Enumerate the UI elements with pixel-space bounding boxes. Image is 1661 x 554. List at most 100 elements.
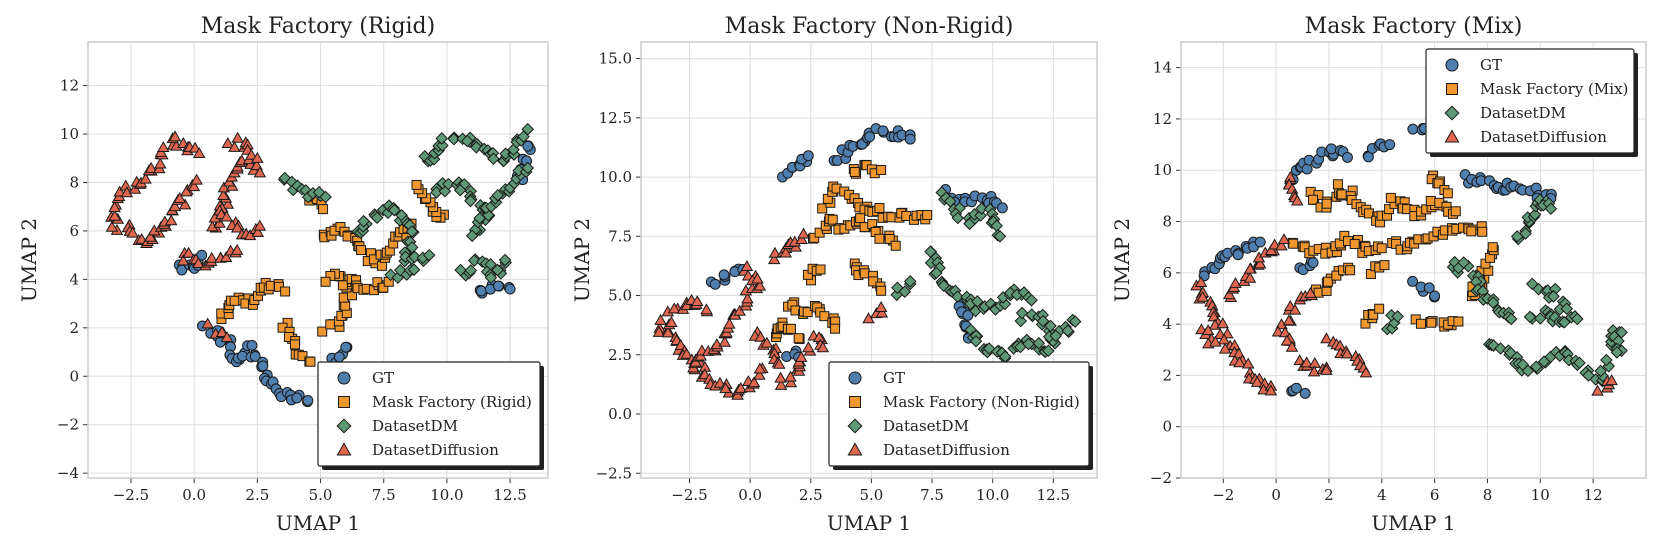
- x-tick-label: −2: [1212, 486, 1234, 504]
- legend-marker: [1445, 58, 1459, 72]
- data-point: [793, 333, 804, 344]
- legend-box: [828, 361, 1090, 467]
- data-point: [1336, 189, 1347, 200]
- legend: GT Mask Factory (Rigid) DatasetDM DatasetDi…: [317, 361, 544, 470]
- data-point: [962, 309, 974, 321]
- data-point: [157, 141, 170, 153]
- data-point: [1301, 163, 1313, 175]
- x-tick-label: 12.5: [1037, 486, 1070, 504]
- legend-marker: [1444, 105, 1460, 121]
- data-point: [230, 221, 244, 233]
- data-point: [772, 357, 786, 369]
- data-point: [951, 290, 964, 303]
- y-tick-label: −4: [57, 464, 79, 482]
- data-point: [356, 245, 367, 256]
- data-point: [1044, 319, 1057, 333]
- chart-title: Mask Factory (Rigid): [201, 14, 435, 39]
- data-point: [1322, 276, 1333, 287]
- data-point: [230, 243, 244, 255]
- legend-marker: [849, 396, 861, 408]
- data-point: [1442, 188, 1453, 199]
- series-square: [770, 159, 933, 344]
- data-point: [465, 229, 479, 243]
- data-point: [108, 201, 121, 213]
- data-point: [802, 307, 813, 318]
- plot-frame: [87, 41, 549, 479]
- data-point: [661, 326, 675, 338]
- data-point: [422, 248, 436, 262]
- legend-box: [1425, 48, 1635, 154]
- data-point: [221, 136, 235, 148]
- y-tick-label: 8: [1162, 213, 1172, 231]
- data-point: [1425, 195, 1436, 206]
- data-point: [1433, 178, 1444, 189]
- data-point: [1307, 257, 1319, 269]
- data-point: [877, 125, 889, 137]
- data-point: [1254, 236, 1266, 248]
- data-point: [460, 134, 474, 148]
- x-axis-label: UMAP 1: [827, 511, 911, 535]
- data-point: [317, 326, 328, 337]
- data-point: [325, 319, 336, 330]
- data-point: [1280, 334, 1294, 346]
- data-point: [654, 313, 667, 325]
- data-point: [1591, 384, 1604, 396]
- data-point: [1223, 288, 1236, 300]
- data-point: [718, 335, 731, 347]
- data-point: [384, 268, 397, 282]
- data-point: [898, 285, 912, 299]
- data-points: [652, 123, 1082, 400]
- data-point: [257, 360, 269, 372]
- data-point: [1288, 303, 1302, 315]
- series-triangle: [652, 227, 889, 400]
- data-point: [1349, 239, 1360, 250]
- data-point: [1308, 194, 1319, 205]
- data-point: [1519, 227, 1532, 240]
- y-tick-label: 5.0: [608, 287, 632, 305]
- x-tick-label: 0.0: [182, 486, 206, 504]
- data-point: [1321, 198, 1332, 209]
- data-point: [996, 202, 1008, 214]
- x-tick-label: 10.0: [430, 486, 463, 504]
- x-tick-label: 0.0: [738, 486, 762, 504]
- data-point: [346, 290, 357, 301]
- data-point: [1014, 314, 1028, 328]
- data-point: [1271, 325, 1285, 337]
- data-point: [864, 131, 876, 143]
- data-point: [930, 266, 943, 280]
- plot-frame: [640, 41, 1098, 479]
- data-point: [859, 268, 870, 279]
- data-point: [1243, 262, 1257, 274]
- x-tick-label: 5.0: [859, 486, 883, 504]
- data-point: [876, 164, 887, 175]
- data-point: [305, 356, 316, 367]
- data-point: [182, 246, 195, 258]
- data-point: [280, 286, 291, 297]
- data-point: [1229, 276, 1242, 288]
- legend-entry: GT: [1480, 56, 1502, 74]
- data-point: [874, 202, 885, 213]
- x-tick-label: 12: [1584, 486, 1603, 504]
- data-point: [868, 276, 879, 287]
- panel-mix: −2 0 2 4 6 8 10 12 −2 0 2 4 6 8 10 12 14 Mask Factory (Mi…: [1110, 14, 1647, 535]
- data-point: [180, 185, 193, 197]
- series-diamond: [1381, 193, 1628, 388]
- data-point: [378, 282, 389, 293]
- data-point: [411, 179, 422, 190]
- data-point: [700, 303, 713, 315]
- data-point: [453, 183, 467, 197]
- data-point: [1457, 256, 1470, 269]
- data-point: [487, 152, 500, 166]
- data-point: [405, 241, 419, 254]
- data-point: [1264, 243, 1278, 255]
- series-circle: [173, 140, 536, 408]
- data-point: [817, 203, 828, 214]
- data-point: [491, 188, 505, 202]
- data-point: [1374, 303, 1385, 314]
- data-point: [1610, 346, 1624, 359]
- data-point: [1426, 317, 1437, 328]
- x-tick-label: 5.0: [309, 486, 333, 504]
- y-tick-label: 15.0: [599, 50, 632, 68]
- data-point: [205, 251, 218, 263]
- data-point: [388, 203, 401, 217]
